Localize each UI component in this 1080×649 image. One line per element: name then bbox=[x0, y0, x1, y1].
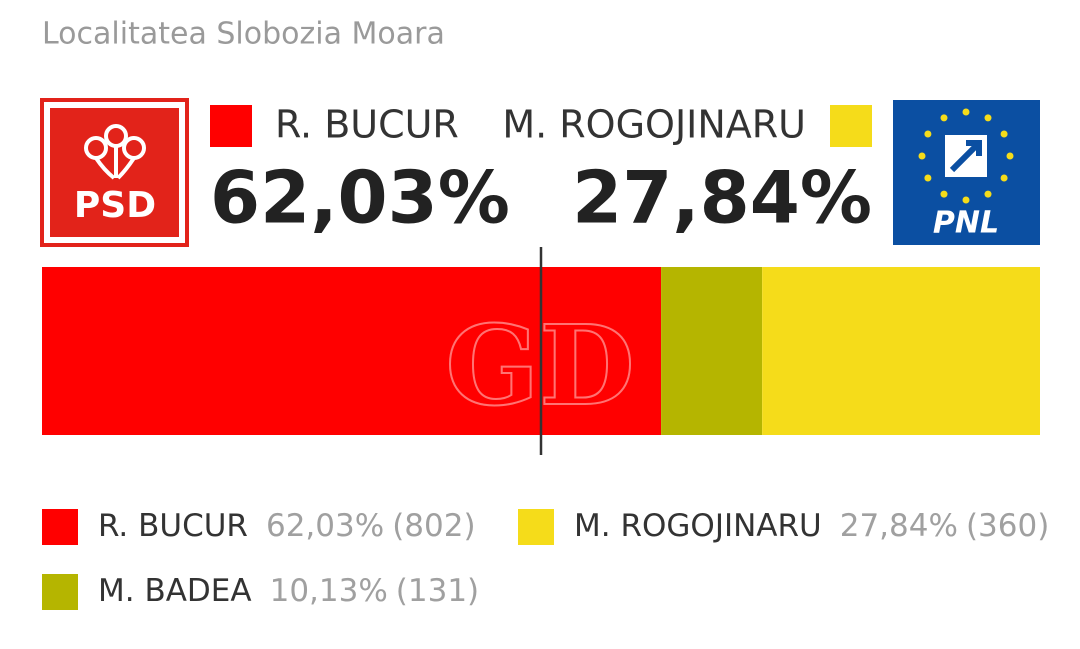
legend-votes: (131) bbox=[396, 573, 479, 609]
legend-entry: R. BUCUR 62,03% (802) bbox=[98, 508, 476, 544]
legend-percent: 27,84% bbox=[840, 508, 958, 544]
bar-segment bbox=[762, 267, 1040, 435]
psd-logo: PSD bbox=[40, 98, 189, 247]
candidate-percent: 62,03% bbox=[210, 156, 510, 240]
logo-text: PNL bbox=[933, 206, 999, 241]
legend-votes: (802) bbox=[392, 508, 475, 544]
legend-name: M. ROGOJINARU bbox=[574, 508, 822, 544]
legend-percent: 62,03% bbox=[266, 508, 384, 544]
legend-entry: M. ROGOJINARU 27,84% (360) bbox=[574, 508, 1049, 544]
legend-votes: (360) bbox=[966, 508, 1049, 544]
candidate-swatch bbox=[830, 105, 872, 147]
legend-entry: M. BADEA 10,13% (131) bbox=[98, 573, 479, 609]
legend-percent: 10,13% bbox=[270, 573, 388, 609]
legend-swatch bbox=[42, 574, 78, 610]
chart-title: Localitatea Slobozia Moara bbox=[42, 17, 445, 52]
bar-segment bbox=[42, 267, 662, 435]
legend-swatch bbox=[42, 509, 78, 545]
legend-name: R. BUCUR bbox=[98, 508, 248, 544]
legend-swatch bbox=[518, 509, 554, 545]
logo-text: PSD bbox=[74, 185, 156, 226]
candidate-percent: 27,84% bbox=[572, 156, 872, 240]
pnl-logo: PNL bbox=[893, 100, 1040, 245]
candidate-name: R. BUCUR bbox=[275, 103, 459, 147]
candidate-name: M. ROGOJINARU bbox=[502, 103, 806, 147]
bar-segment bbox=[661, 267, 763, 435]
candidate-swatch bbox=[210, 105, 252, 147]
legend-name: M. BADEA bbox=[98, 573, 252, 609]
